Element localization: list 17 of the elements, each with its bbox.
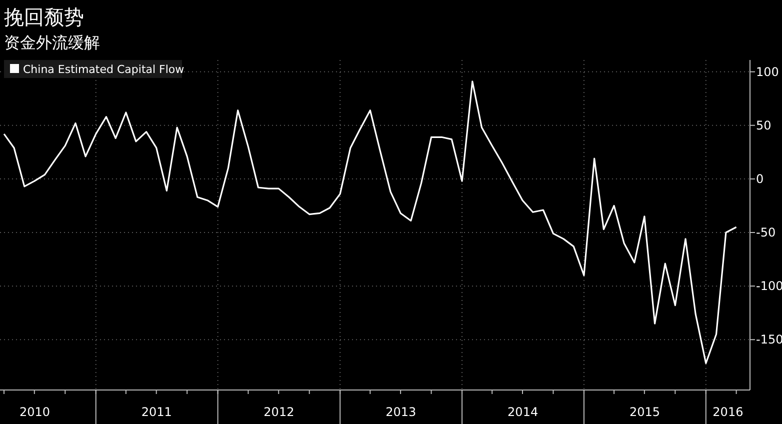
chart-title: 挽回颓势: [4, 5, 84, 29]
y-tick-label: -50: [756, 226, 776, 240]
line-series: [3, 80, 738, 364]
x-tick-label: 2016: [712, 405, 744, 419]
chart-subtitle: 资金外流缓解: [4, 33, 100, 52]
legend-label: China Estimated Capital Flow: [23, 63, 184, 76]
y-tick-label: 0: [756, 172, 764, 186]
y-tick-label: 50: [756, 118, 772, 132]
x-tick-label: 2011: [141, 405, 172, 419]
y-tick-label: -150: [756, 332, 782, 347]
x-tick-label: 2015: [629, 405, 660, 419]
x-tick-label: 2010: [19, 405, 50, 419]
y-tick-label: -100: [756, 279, 782, 294]
x-tick-label: 2013: [386, 405, 416, 419]
y-tick-label: 100: [756, 64, 779, 79]
x-tick-label: 2012: [264, 405, 294, 419]
x-tick-label: 2014: [508, 405, 538, 419]
